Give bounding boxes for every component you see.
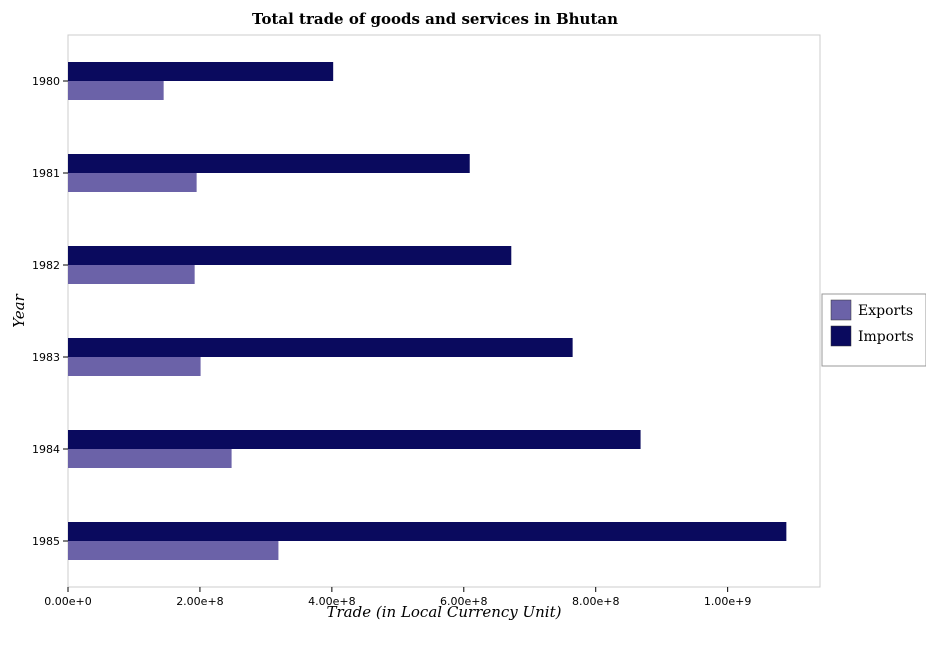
exports-bar [68,81,164,100]
y-tick-label: 1980 [32,75,60,88]
legend-label: Imports [858,329,914,345]
bars [68,62,787,560]
legend-swatch [830,325,852,347]
imports-bar [68,154,470,173]
y-axis-ticks: 1980 1981 1982 1983 1984 1985 [32,75,68,548]
y-tick-label: 1985 [32,535,60,548]
x-tick-label: 0.00e+0 [44,595,91,608]
y-tick-label: 1981 [32,167,60,180]
plot-area [67,34,821,588]
plot-frame [67,34,821,588]
x-tick-label: 2.00e+8 [176,595,223,608]
x-axis-label: Trade (in Local Currency Unit) [327,603,562,621]
exports-bar [68,541,279,560]
exports-bar [68,357,201,376]
x-tick-label: 4.00e+8 [308,595,355,608]
x-axis-ticks: 0.00e+0 2.00e+8 4.00e+8 6.00e+8 8.00e+8 1.00e… [44,587,751,608]
imports-bar [68,246,512,265]
exports-bar [68,449,232,468]
imports-bar [68,430,641,449]
x-tick-label: 1.00e+9 [704,595,751,608]
imports-bar [68,62,334,81]
legend: Exports Imports [821,293,926,367]
imports-bar [68,338,573,357]
y-axis-label: Year [10,293,28,327]
exports-bar [68,265,195,284]
chart-title: Total trade of goods and services in Bhu… [252,10,618,28]
y-tick-label: 1984 [32,443,60,456]
y-tick-label: 1983 [32,351,60,364]
exports-bar [68,173,197,192]
x-tick-label: 8.00e+8 [572,595,619,608]
x-tick-label: 6.00e+8 [440,595,487,608]
legend-label: Exports [858,303,913,319]
imports-bar [68,522,787,541]
y-tick-label: 1982 [32,259,60,272]
legend-swatch [830,299,852,321]
